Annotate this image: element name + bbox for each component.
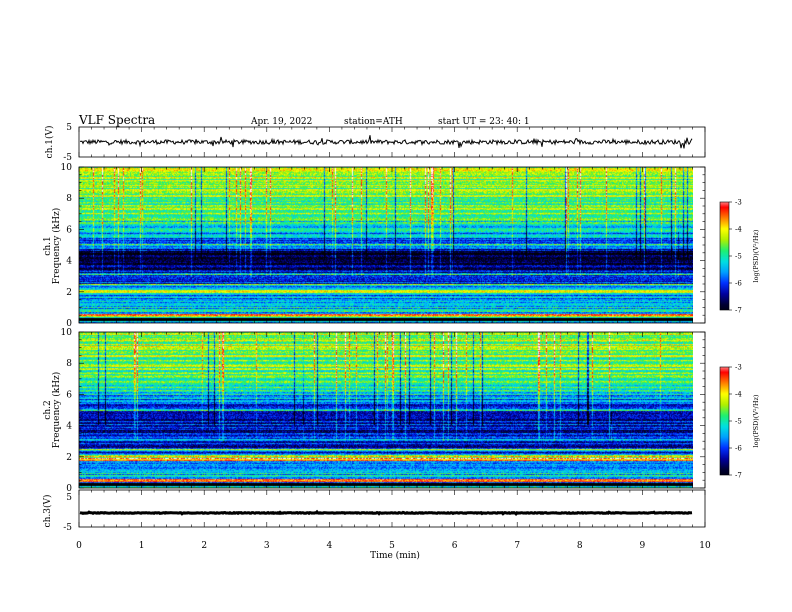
ch2-spec-ytick-label: 0 bbox=[66, 484, 72, 494]
ch2-spectrogram-image bbox=[79, 332, 693, 488]
ch1-ytick-top: 5 bbox=[66, 123, 72, 133]
ch1-spectrogram-panel: 0 2 4 6 8 10 ch.1 Frequency (kHz) -3 -4 -5 -6 -7 … bbox=[43, 163, 760, 329]
time-axis-tick-label: 5 bbox=[389, 541, 395, 551]
ch3-waveform-panel: 5 -5 ch.3(V) bbox=[42, 489, 706, 533]
ch1-spec-ytick-label: 8 bbox=[66, 194, 72, 204]
time-axis-tick-label: 6 bbox=[452, 541, 458, 551]
station-label: station=ATH bbox=[344, 117, 403, 127]
ch1-spec-ytick-label: 4 bbox=[66, 257, 72, 267]
ch2-spectrogram-channel-label: ch.2 bbox=[43, 400, 53, 419]
ch1-spec-ytick-label: 2 bbox=[66, 288, 72, 298]
ch1-colorbar-ticks: -3 -4 -5 -6 -7 bbox=[729, 199, 742, 315]
ch2-spec-ytick-label: 10 bbox=[61, 328, 73, 338]
ch2-spec-ytick-label: 2 bbox=[66, 453, 72, 463]
ch2-spectrogram-yticks: 0 2 4 6 8 10 bbox=[61, 328, 705, 494]
ch2-spec-ytick-label: 8 bbox=[66, 359, 72, 369]
ch2-colorbar: -3 -4 -5 -6 -7 log(PSD)(V²/Hz) bbox=[719, 364, 760, 480]
ch1-colorbar-gradient bbox=[720, 202, 729, 310]
time-axis-tick-label: 10 bbox=[699, 541, 711, 551]
ch1-spectrogram-xticks bbox=[78, 167, 706, 323]
ch2-colorbar-ticks: -3 -4 -5 -6 -7 bbox=[729, 364, 742, 480]
ch3-waveform-frame bbox=[78, 489, 706, 528]
ch1-waveform-ylabel: ch.1(V) bbox=[44, 126, 55, 159]
ch2-colorbar-tick-label: -3 bbox=[735, 364, 742, 372]
ch2-colorbar-gradient bbox=[720, 367, 729, 475]
ch1-colorbar-tick-label: -6 bbox=[735, 280, 742, 288]
time-axis-tick-label: 2 bbox=[201, 541, 207, 551]
ch1-spectrogram-channel-label: ch.1 bbox=[43, 236, 53, 255]
ch2-spec-ytick-label: 4 bbox=[66, 422, 72, 432]
ch3-ytick-bottom: -5 bbox=[63, 523, 72, 533]
time-axis-tick-label: 7 bbox=[514, 541, 520, 551]
ch1-colorbar-tick-label: -7 bbox=[735, 307, 742, 315]
ch2-colorbar-tick-label: -4 bbox=[735, 391, 742, 399]
date-label: Apr. 19, 2022 bbox=[250, 117, 312, 127]
ch2-colorbar-label: log(PSD)(V²/Hz) bbox=[752, 394, 760, 447]
ch1-colorbar-tick-label: -4 bbox=[735, 226, 742, 234]
ch2-spectrogram-ylabel: Frequency (kHz) bbox=[51, 372, 62, 449]
ch2-colorbar-tick-label: -5 bbox=[735, 418, 742, 426]
ch1-waveform-line bbox=[79, 135, 693, 149]
ch1-colorbar-tick-label: -3 bbox=[735, 199, 742, 207]
ch1-ytick-bottom: -5 bbox=[63, 153, 72, 163]
ch2-spectrogram-xticks bbox=[78, 332, 706, 488]
time-axis-tick-label: 8 bbox=[577, 541, 583, 551]
ch2-colorbar-tick-label: -7 bbox=[735, 472, 742, 480]
time-axis-tick-label: 3 bbox=[264, 541, 270, 551]
time-axis-tick-label: 9 bbox=[640, 541, 646, 551]
ch1-colorbar-tick-label: -5 bbox=[735, 253, 742, 261]
ch1-colorbar: -3 -4 -5 -6 -7 log(PSD)(V²/Hz) bbox=[719, 199, 760, 315]
time-axis-label: Time (min) bbox=[370, 550, 420, 561]
figure-title: VLF Spectra bbox=[78, 113, 155, 127]
ch1-spec-ytick-label: 0 bbox=[66, 319, 72, 329]
ch1-waveform-panel: 5 -5 ch.1(V) bbox=[44, 123, 706, 163]
ch3-waveform-xticks bbox=[78, 490, 706, 527]
ch1-colorbar-label: log(PSD)(V²/Hz) bbox=[752, 229, 760, 282]
ch1-spectrogram-image bbox=[79, 167, 693, 323]
ch3-waveform-line bbox=[79, 509, 693, 517]
time-axis-tick-labels: 0 1 2 3 4 5 6 7 8 9 10 bbox=[76, 541, 711, 551]
ch3-ytick-top: 5 bbox=[66, 493, 72, 503]
ch3-waveform-ylabel: ch.3(V) bbox=[42, 495, 53, 528]
ch2-colorbar-tick-label: -6 bbox=[735, 445, 742, 453]
ch1-spec-ytick-label: 6 bbox=[66, 225, 72, 235]
time-axis-tick-label: 1 bbox=[139, 541, 145, 551]
time-axis-tick-label: 4 bbox=[327, 541, 333, 551]
ch2-spectrogram-panel: 0 2 4 6 8 10 ch.2 Frequency (kHz) -3 -4 -5 -6 -7 … bbox=[43, 328, 760, 494]
ch2-spec-ytick-label: 6 bbox=[66, 390, 72, 400]
time-axis-tick-label: 0 bbox=[76, 541, 82, 551]
ch1-spectrogram-yticks: 0 2 4 6 8 10 bbox=[61, 163, 705, 329]
start-ut-label: start UT = 23: 40: 1 bbox=[438, 117, 530, 127]
ch1-spectrogram-ylabel: Frequency (kHz) bbox=[51, 208, 62, 285]
ch1-waveform-xticks bbox=[78, 127, 706, 157]
ch1-spec-ytick-label: 10 bbox=[61, 163, 73, 173]
